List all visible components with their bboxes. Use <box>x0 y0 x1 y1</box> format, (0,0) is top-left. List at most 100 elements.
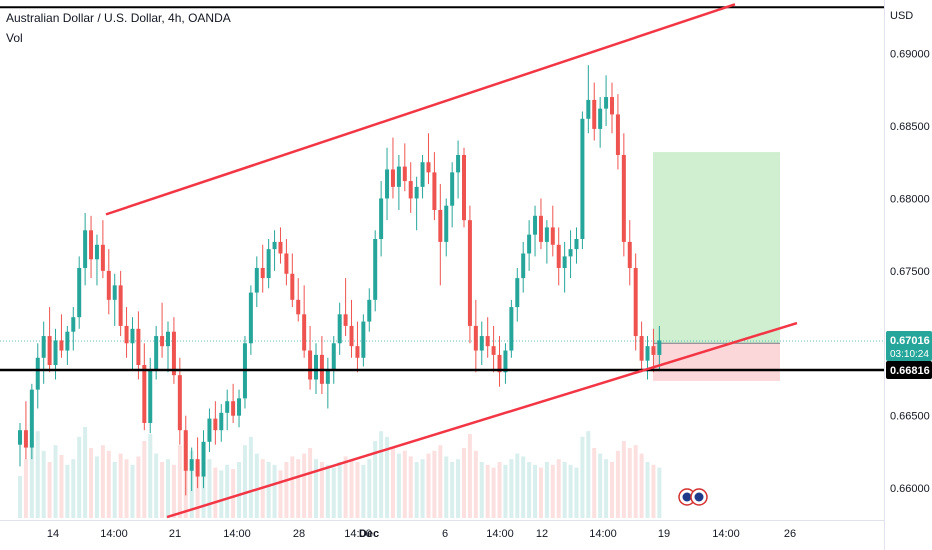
candle-body <box>568 249 573 257</box>
candle-body <box>651 346 656 355</box>
volume-bar <box>473 450 478 518</box>
ascending-channel[interactable] <box>105 3 798 519</box>
volume-bar <box>367 459 372 518</box>
volume-bar <box>610 462 614 518</box>
candle-body <box>59 340 64 351</box>
candle-body <box>219 412 224 431</box>
time-tick-label: 14:00 <box>344 528 372 540</box>
volume-bar <box>106 450 111 518</box>
candle-body <box>343 314 348 326</box>
volume-bar <box>254 453 259 518</box>
volume-bar <box>390 448 395 518</box>
volume-bar <box>533 464 538 518</box>
candle-body <box>296 299 301 315</box>
flag-emblem <box>682 492 692 502</box>
volume-bar <box>166 459 170 518</box>
volume-bar <box>242 445 247 518</box>
horizontal-levels[interactable] <box>0 6 884 372</box>
candle-body <box>189 459 194 471</box>
candle-body <box>598 108 603 129</box>
volume-bar <box>621 441 626 518</box>
candle-body <box>213 418 218 431</box>
candle-body <box>627 241 632 268</box>
candle-body <box>248 292 253 344</box>
volume-bar <box>130 464 135 518</box>
candle-body <box>201 441 206 477</box>
volume-bar <box>497 462 502 518</box>
volume-bar <box>77 436 82 518</box>
candle-body <box>544 227 549 242</box>
volume-bar <box>568 464 573 518</box>
time-tick-label: 21 <box>169 528 181 540</box>
volume-bar <box>124 459 129 518</box>
symbol-title[interactable]: Australian Dollar / U.S. Dollar, 4h, OAN… <box>6 11 231 25</box>
volume-bar <box>515 453 520 518</box>
time-tick-label: 14:00 <box>100 528 128 540</box>
candle-body <box>166 331 170 347</box>
candle-body <box>35 357 40 390</box>
candle-body <box>266 249 271 279</box>
candle-body <box>124 325 129 344</box>
volume-bar <box>18 476 22 518</box>
volume-bar <box>462 448 466 518</box>
volume-bar <box>160 462 165 518</box>
candle-body <box>18 430 22 445</box>
events-icons[interactable] <box>678 488 708 506</box>
candle-body <box>456 154 461 173</box>
candle-body <box>231 401 236 416</box>
candle-body <box>29 389 34 448</box>
candle-body <box>438 210 443 242</box>
long-position-tool[interactable] <box>0 152 884 381</box>
candle-body <box>177 375 182 431</box>
candle-body <box>379 198 384 239</box>
volume-bar <box>373 441 378 518</box>
price-axis[interactable]: USD0.690000.685000.680000.675000.670000.… <box>884 0 932 550</box>
channel-lower-line <box>166 321 798 519</box>
candle-body <box>432 172 437 211</box>
volume-bar <box>527 462 532 518</box>
volume-bar <box>284 462 289 518</box>
volume-bar <box>53 445 58 518</box>
volume-bar <box>657 467 662 518</box>
time-axis-bg <box>0 520 884 550</box>
time-tick-label: 14:00 <box>486 528 514 540</box>
price-tick-label: 0.69000 <box>890 49 930 61</box>
volume-bar <box>450 462 455 518</box>
price-axis-bg <box>884 0 932 550</box>
volume-bar <box>604 459 609 518</box>
candle-body <box>349 325 354 347</box>
volume-bar <box>89 448 94 518</box>
volume-bar <box>556 459 561 518</box>
volume-bar <box>432 450 437 518</box>
volume-bar <box>485 464 490 518</box>
volume-bar <box>408 456 413 518</box>
profit-zone <box>653 152 780 344</box>
volume-bar <box>154 453 159 518</box>
candle-body <box>515 278 520 308</box>
volume-bar <box>331 467 336 518</box>
candle-body <box>237 398 242 416</box>
candlesticks <box>18 65 662 496</box>
candle-body <box>278 241 283 254</box>
currency-label: USD <box>890 10 913 22</box>
candle-body <box>408 181 413 199</box>
candle-body <box>284 253 289 274</box>
price-tick-label: 0.68000 <box>890 193 930 205</box>
volume-label[interactable]: Vol <box>6 31 23 45</box>
candle-body <box>160 336 165 347</box>
candle-body <box>355 346 360 358</box>
volume-bar <box>361 464 366 518</box>
candle-body <box>645 346 650 361</box>
volume-bar <box>290 456 295 518</box>
volume-bar <box>71 459 76 518</box>
candle-body <box>497 354 502 373</box>
flag-emblem <box>694 492 704 502</box>
candle-body <box>396 166 401 187</box>
volume-bar <box>59 455 64 518</box>
volume-bar <box>396 453 401 518</box>
candle-body <box>503 350 508 373</box>
volume-bar <box>550 464 555 518</box>
volume-bar <box>538 467 543 518</box>
